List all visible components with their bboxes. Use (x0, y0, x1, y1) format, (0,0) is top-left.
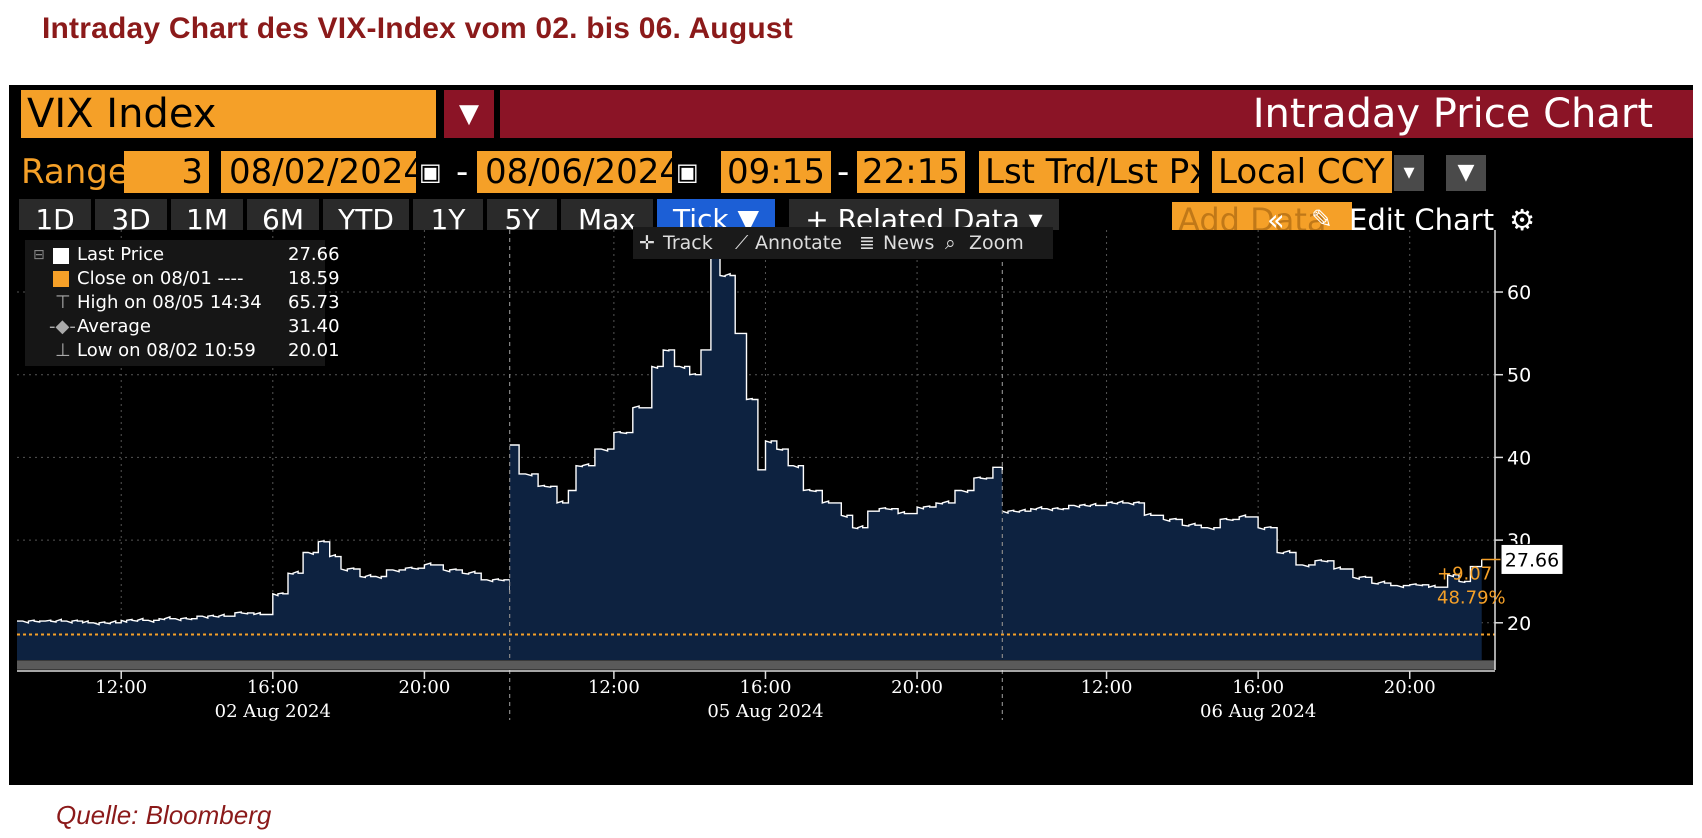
news-icon[interactable]: ≣ (859, 232, 875, 254)
legend-label: Low on 08/02 10:59 (77, 340, 256, 361)
options-dropdown-icon[interactable]: ▼ (1446, 155, 1486, 191)
legend-label: Close on 08/01 ---- (77, 268, 244, 289)
legend-value: 18.59 (288, 268, 340, 289)
high-marker-icon: ⊤ (55, 292, 71, 313)
date-separator: - (456, 152, 469, 192)
legend-label: Last Price (77, 244, 165, 265)
legend-label: High on 08/05 14:34 (77, 292, 262, 313)
price-area-day (1002, 501, 1482, 660)
y-tick-label: 60 (1507, 282, 1531, 304)
last-price-swatch (53, 248, 69, 264)
legend-value: 20.01 (288, 340, 340, 361)
news-button[interactable]: News (883, 232, 935, 254)
price-line-day (1002, 500, 1483, 589)
pencil-icon[interactable]: ✎ (1311, 205, 1333, 235)
calendar-icon[interactable]: ▣ (676, 158, 699, 186)
price-area (17, 243, 1483, 660)
field-selector[interactable]: Lst Trd/Lst Px (979, 151, 1199, 193)
ticker-field[interactable]: VIX Index (21, 90, 436, 138)
day-label: 05 Aug 2024 (707, 701, 823, 722)
range-label: Range (21, 152, 129, 192)
average-marker-icon: -◆- (49, 316, 76, 337)
currency-selector[interactable]: Local CCY (1212, 151, 1392, 193)
x-tick-label: 16:00 (740, 677, 792, 698)
chart-toolbar: ✛ Track ⟋ Annotate ≣ News ⌕ Zoom (633, 227, 1053, 259)
price-line-day (17, 540, 511, 626)
price-area-day (509, 244, 1003, 660)
legend-value: 31.40 (288, 316, 340, 337)
change-percent-label: 48.79% (1437, 587, 1506, 608)
crosshair-icon[interactable]: ✛ (639, 232, 655, 254)
x-tick-label: 12:00 (1081, 677, 1133, 698)
last-price-label: 27.66 (1505, 549, 1559, 571)
page-heading: Intraday Chart des VIX-Index vom 02. bis… (42, 12, 793, 45)
range-input[interactable]: 3 (124, 151, 209, 193)
x-tick-label: 16:00 (247, 677, 299, 698)
scrollbar-thumb (17, 661, 1495, 669)
track-button[interactable]: Track (663, 232, 713, 254)
chart-title: Intraday Price Chart (1252, 91, 1653, 137)
x-tick-label: 16:00 (1232, 677, 1284, 698)
calendar-icon[interactable]: ▣ (419, 158, 442, 186)
y-tick-label: 50 (1507, 365, 1531, 387)
y-tick-label: 40 (1507, 447, 1531, 469)
end-date-input[interactable]: 08/06/2024 (477, 151, 672, 193)
close-swatch (53, 271, 69, 287)
legend-value: 65.73 (288, 292, 340, 313)
legend-value: 27.66 (288, 244, 340, 265)
y-tick-label: 20 (1507, 613, 1531, 635)
start-date-input[interactable]: 08/02/2024 (221, 151, 416, 193)
range-bar: Range 3 08/02/2024 ▣ - 08/06/2024 ▣ 09:1… (9, 151, 1693, 195)
price-line-day (509, 243, 1003, 530)
x-tick-label: 20:00 (891, 677, 943, 698)
currency-dropdown-icon[interactable]: ▾ (1394, 155, 1424, 191)
ticker-dropdown-icon[interactable]: ▼ (444, 90, 494, 138)
collapse-legend-icon[interactable]: ⊟ (33, 247, 45, 263)
day-label: 06 Aug 2024 (1200, 701, 1316, 722)
annotate-icon[interactable]: ⟋ (735, 232, 749, 254)
last-price-box (1500, 543, 1564, 575)
x-tick-label: 20:00 (1384, 677, 1436, 698)
chart-legend: ⊟ Last Price 27.66 Close on 08/01 ---- 1… (25, 240, 340, 366)
x-tick-label: 12:00 (588, 677, 640, 698)
low-marker-icon: ⊥ (55, 340, 71, 361)
bloomberg-terminal: VIX Index ▼ Intraday Price Chart Range 3… (9, 85, 1693, 785)
legend-label: Average (77, 316, 151, 337)
zoom-button[interactable]: Zoom (969, 232, 1024, 254)
collapse-icon[interactable]: « (1267, 203, 1285, 237)
annotate-button[interactable]: Annotate (755, 232, 842, 254)
time-separator: - (837, 152, 850, 192)
title-bar: VIX Index ▼ Intraday Price Chart (9, 85, 1693, 143)
x-tick-label: 20:00 (398, 677, 450, 698)
source-note: Quelle: Bloomberg (56, 800, 272, 830)
day-label: 02 Aug 2024 (215, 701, 331, 722)
gear-icon[interactable]: ⚙ (1509, 203, 1535, 237)
x-tick-label: 12:00 (95, 677, 147, 698)
zoom-icon[interactable]: ⌕ (945, 232, 956, 254)
start-time-input[interactable]: 09:15 (721, 151, 831, 193)
title-banner: Intraday Price Chart (500, 90, 1693, 138)
change-label: +9.07 (1437, 563, 1492, 584)
end-time-input[interactable]: 22:15 (857, 151, 965, 193)
